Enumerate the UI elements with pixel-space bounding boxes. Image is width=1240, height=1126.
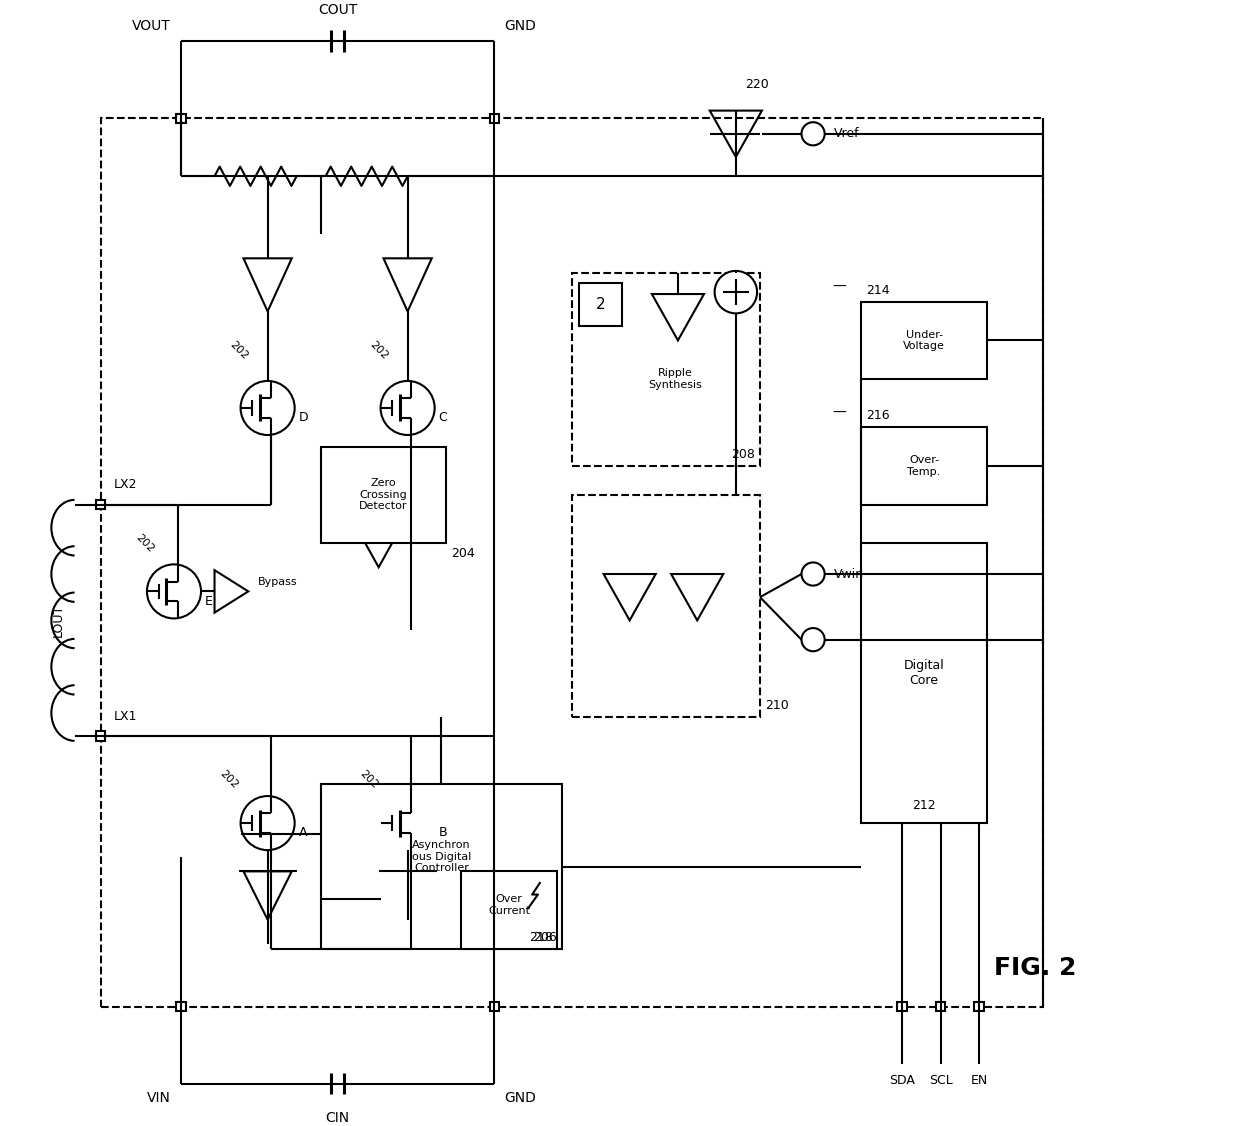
- Text: LX1: LX1: [114, 709, 138, 723]
- Text: CIN: CIN: [326, 1110, 350, 1125]
- Text: Zero
Crossing
Detector: Zero Crossing Detector: [360, 479, 408, 511]
- Text: VOUT: VOUT: [133, 19, 171, 34]
- Text: 202: 202: [367, 339, 389, 361]
- Text: Over-
Temp.: Over- Temp.: [908, 455, 941, 476]
- Text: A: A: [299, 826, 308, 839]
- Text: 202: 202: [358, 769, 379, 790]
- Bar: [95, 500, 105, 509]
- Text: EN: EN: [971, 1074, 988, 1087]
- Bar: [572, 272, 760, 466]
- Text: Bypass: Bypass: [258, 577, 298, 587]
- Text: 216: 216: [867, 410, 890, 422]
- Text: Over
Current: Over Current: [489, 894, 529, 915]
- Text: D: D: [299, 411, 309, 425]
- Text: 206: 206: [533, 931, 557, 944]
- Bar: [321, 785, 562, 948]
- Bar: [862, 427, 987, 504]
- Text: 218: 218: [528, 931, 553, 944]
- Bar: [321, 447, 446, 543]
- Text: Ripple
Synthesis: Ripple Synthesis: [649, 368, 702, 390]
- Text: COUT: COUT: [317, 3, 357, 17]
- Text: GND: GND: [505, 1091, 536, 1106]
- Text: FIG. 2: FIG. 2: [994, 956, 1076, 980]
- Text: 202: 202: [228, 339, 249, 361]
- Text: SCL: SCL: [929, 1074, 952, 1087]
- Text: 2: 2: [596, 297, 605, 312]
- Text: 204: 204: [451, 547, 475, 560]
- Circle shape: [381, 381, 435, 435]
- Text: LX2: LX2: [114, 479, 138, 491]
- Circle shape: [241, 796, 295, 850]
- Bar: [936, 1002, 945, 1011]
- Text: 220: 220: [745, 78, 769, 91]
- Text: Under-
Voltage: Under- Voltage: [903, 330, 945, 351]
- Circle shape: [241, 381, 295, 435]
- Bar: [975, 1002, 985, 1011]
- Bar: [176, 1002, 186, 1011]
- Text: Asynchron
ous Digital
Controller: Asynchron ous Digital Controller: [412, 840, 471, 874]
- Bar: [490, 114, 500, 123]
- Bar: [95, 732, 105, 741]
- Text: Digital
Core: Digital Core: [904, 660, 945, 688]
- Text: SDA: SDA: [889, 1074, 915, 1087]
- Text: —: —: [832, 280, 846, 294]
- Text: Vref: Vref: [835, 127, 861, 141]
- Text: E: E: [205, 595, 213, 608]
- Text: 208: 208: [732, 448, 755, 461]
- Bar: [100, 118, 1043, 1007]
- Text: C: C: [439, 411, 448, 425]
- Bar: [490, 1002, 500, 1011]
- Text: —: —: [832, 405, 846, 420]
- Bar: [862, 302, 987, 379]
- Bar: [579, 284, 622, 325]
- Bar: [572, 494, 760, 717]
- Circle shape: [148, 564, 201, 618]
- Text: 210: 210: [765, 699, 789, 712]
- Circle shape: [801, 123, 825, 145]
- Text: Vwin: Vwin: [835, 568, 864, 581]
- Text: B: B: [439, 826, 448, 839]
- Text: VIN: VIN: [148, 1091, 171, 1106]
- Circle shape: [381, 796, 435, 850]
- Bar: [897, 1002, 906, 1011]
- Text: 214: 214: [867, 284, 890, 297]
- Bar: [862, 543, 987, 823]
- Bar: [176, 114, 186, 123]
- Text: LOUT: LOUT: [52, 604, 64, 637]
- Text: 212: 212: [913, 798, 936, 812]
- Circle shape: [801, 562, 825, 586]
- Bar: [461, 872, 557, 948]
- Text: 202: 202: [218, 769, 241, 790]
- Circle shape: [801, 628, 825, 651]
- Text: 202: 202: [134, 533, 156, 554]
- Circle shape: [714, 271, 758, 313]
- Text: GND: GND: [505, 19, 536, 34]
